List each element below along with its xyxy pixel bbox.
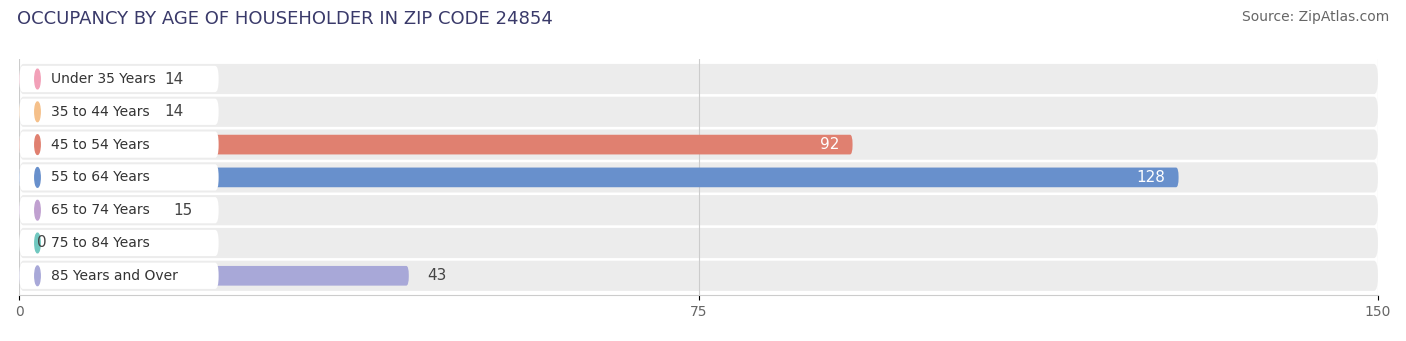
FancyBboxPatch shape <box>20 69 146 89</box>
Circle shape <box>35 135 41 154</box>
Circle shape <box>35 167 41 187</box>
FancyBboxPatch shape <box>20 201 155 220</box>
Circle shape <box>35 201 41 220</box>
Text: 85 Years and Over: 85 Years and Over <box>51 269 179 283</box>
FancyBboxPatch shape <box>20 66 218 92</box>
Circle shape <box>35 266 41 286</box>
FancyBboxPatch shape <box>20 266 409 286</box>
Text: 0: 0 <box>38 236 48 251</box>
Text: 43: 43 <box>427 268 446 283</box>
Text: 14: 14 <box>165 72 184 87</box>
Circle shape <box>35 233 41 253</box>
Text: 35 to 44 Years: 35 to 44 Years <box>51 105 149 119</box>
FancyBboxPatch shape <box>20 263 218 289</box>
FancyBboxPatch shape <box>20 195 1378 225</box>
FancyBboxPatch shape <box>20 132 218 158</box>
FancyBboxPatch shape <box>20 64 1378 94</box>
FancyBboxPatch shape <box>20 230 218 256</box>
Circle shape <box>35 69 41 89</box>
Text: 15: 15 <box>173 203 193 218</box>
FancyBboxPatch shape <box>20 130 1378 160</box>
Text: Source: ZipAtlas.com: Source: ZipAtlas.com <box>1241 10 1389 24</box>
FancyBboxPatch shape <box>20 167 1178 187</box>
Text: 75 to 84 Years: 75 to 84 Years <box>51 236 150 250</box>
Text: OCCUPANCY BY AGE OF HOUSEHOLDER IN ZIP CODE 24854: OCCUPANCY BY AGE OF HOUSEHOLDER IN ZIP C… <box>17 10 553 28</box>
Text: 92: 92 <box>820 137 839 152</box>
FancyBboxPatch shape <box>20 99 218 125</box>
Text: Under 35 Years: Under 35 Years <box>51 72 156 86</box>
FancyBboxPatch shape <box>20 228 1378 258</box>
Circle shape <box>35 102 41 122</box>
FancyBboxPatch shape <box>20 261 1378 291</box>
FancyBboxPatch shape <box>20 97 1378 127</box>
Text: 128: 128 <box>1136 170 1166 185</box>
Text: 45 to 54 Years: 45 to 54 Years <box>51 138 149 152</box>
FancyBboxPatch shape <box>20 102 146 122</box>
Text: 55 to 64 Years: 55 to 64 Years <box>51 170 150 184</box>
FancyBboxPatch shape <box>20 135 852 154</box>
FancyBboxPatch shape <box>20 162 1378 192</box>
Text: 65 to 74 Years: 65 to 74 Years <box>51 203 150 217</box>
FancyBboxPatch shape <box>20 197 218 223</box>
FancyBboxPatch shape <box>20 164 218 191</box>
Text: 14: 14 <box>165 104 184 119</box>
